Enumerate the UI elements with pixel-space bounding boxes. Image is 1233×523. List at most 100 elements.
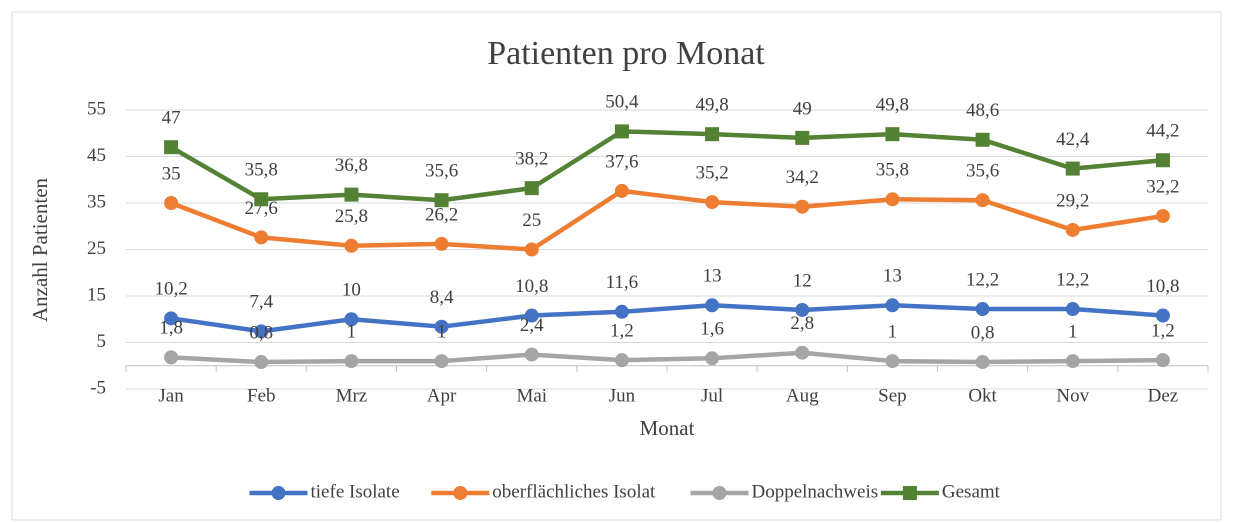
series-marker [795,199,810,214]
data-label: 1 [888,321,898,342]
data-label: 25 [522,210,541,231]
data-label: 12,2 [1056,269,1089,290]
series-marker [1155,153,1170,168]
data-label: 42,4 [1056,129,1090,150]
legend-marker [712,486,727,500]
data-label: 1 [347,321,357,342]
data-label: 1,8 [159,318,183,339]
data-label: 48,6 [966,100,999,121]
x-tick-label: Apr [427,385,457,406]
data-label: 49 [793,98,812,119]
series-marker [164,311,179,326]
series-line [169,129,1164,203]
legend-marker [902,486,917,500]
series-marker [614,304,629,319]
legend-label: oberflächliches Isolat [492,481,656,502]
data-label: 12 [793,270,812,291]
x-tick-label: Mrz [336,385,368,406]
data-label: 1,6 [700,319,724,340]
y-tick-label: 15 [87,284,106,305]
data-label: 10,8 [1146,276,1179,297]
data-label: 27,6 [245,198,278,219]
series-marker [885,192,900,207]
series-marker [344,238,359,253]
x-tick-label: Mai [516,385,547,406]
series-marker [164,350,179,365]
data-label: 35,8 [245,160,278,181]
series-marker [1065,161,1080,176]
series-marker [705,351,720,366]
data-label: 44,2 [1146,121,1179,142]
legend-label: tiefe Isolate [311,481,400,502]
legend-item: oberflächliches Isolat [431,481,656,502]
x-tick-label: Aug [786,385,819,406]
series-marker [705,298,720,313]
y-tick-label: 25 [87,238,106,259]
legend-item: tiefe Isolate [249,481,400,502]
series-marker [344,354,359,369]
data-label: 49,8 [876,95,909,116]
series-marker [344,312,359,327]
series-line [170,303,1164,334]
data-label: 12,2 [966,269,999,290]
series-marker [164,140,179,155]
series-marker [524,242,539,257]
series-marker [885,127,900,142]
series-marker [434,236,449,251]
data-label: 13 [883,266,902,287]
data-label: 1,2 [610,321,634,342]
x-tick-label: Feb [247,385,276,406]
data-label: 0,8 [971,322,995,343]
data-label: 50,4 [605,92,639,113]
data-label: 35,6 [425,161,458,182]
y-tick-label: 55 [87,98,106,119]
data-label: 7,4 [249,292,273,313]
chart-title: Patienten pro Monat [487,35,765,72]
series-marker [614,183,629,198]
series-marker [795,130,810,145]
series-marker [1065,354,1080,369]
series-marker [614,124,629,139]
data-label: 36,8 [335,155,368,176]
data-label: 13 [703,266,722,287]
legend-item: Gesamt [880,481,1001,502]
data-label: 25,8 [335,206,368,227]
y-tick-label: 5 [97,331,107,352]
legend-label: Gesamt [942,481,1001,502]
y-tick-label: 35 [87,191,106,212]
series-marker [434,193,449,208]
series-marker [434,354,449,369]
series-marker [795,345,810,360]
data-label: 26,2 [425,204,458,225]
data-label: 29,2 [1056,190,1089,211]
series-marker [1155,209,1170,224]
legend-item: Doppelnachweis [690,481,879,502]
series-marker [975,302,990,317]
chart-border [11,11,1222,521]
y-tick-label: 45 [87,145,106,166]
series-marker [344,187,359,202]
series-marker [1065,222,1080,237]
data-label: 0,8 [249,322,273,343]
series-marker [885,298,900,313]
series-marker [254,230,269,245]
series-line [170,188,1164,252]
data-label: 1 [1068,321,1078,342]
series-marker [975,355,990,370]
data-label: 32,2 [1146,176,1179,197]
series-marker [795,302,810,317]
legend-marker [271,486,286,500]
data-label: 37,6 [605,151,638,172]
x-tick-label: Jun [609,385,636,406]
data-label: 35,6 [966,161,999,182]
legend-marker [453,486,468,500]
series-marker [1155,308,1170,323]
series-marker [524,347,539,362]
legend-label: Doppelnachweis [752,481,879,502]
series-marker [254,355,269,370]
series-marker [885,354,900,369]
series-marker [705,127,720,142]
series-marker [705,195,720,210]
data-label: 34,2 [786,167,819,188]
